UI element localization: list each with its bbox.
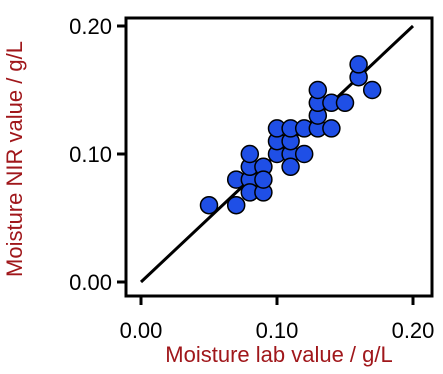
x-tick-label: 0.00 xyxy=(120,318,163,343)
y-tick-label: 0.10 xyxy=(69,142,112,167)
x-tick-label: 0.20 xyxy=(392,318,435,343)
axes xyxy=(124,16,434,298)
y-tick-label: 0.20 xyxy=(69,14,112,39)
data-point xyxy=(226,195,246,215)
x-tick-label: 0.10 xyxy=(256,318,299,343)
data-point xyxy=(294,144,314,164)
data-point xyxy=(322,119,341,138)
data-point xyxy=(362,80,382,100)
data-point xyxy=(335,93,355,113)
data-point xyxy=(281,157,300,177)
data-points xyxy=(199,55,382,215)
data-point xyxy=(240,144,260,164)
ticks: 0.00 0.10 0.20 0.00 0.10 0.20 xyxy=(69,14,434,343)
y-tick-label: 0.00 xyxy=(69,270,112,295)
plot-frame xyxy=(124,16,434,298)
data-point xyxy=(308,80,328,100)
data-point xyxy=(199,195,219,215)
data-point xyxy=(254,170,273,189)
y-axis-title: Moisture NIR value / g/L xyxy=(2,41,27,277)
data-point xyxy=(349,55,368,74)
x-axis-title: Moisture lab value / g/L xyxy=(165,342,392,367)
